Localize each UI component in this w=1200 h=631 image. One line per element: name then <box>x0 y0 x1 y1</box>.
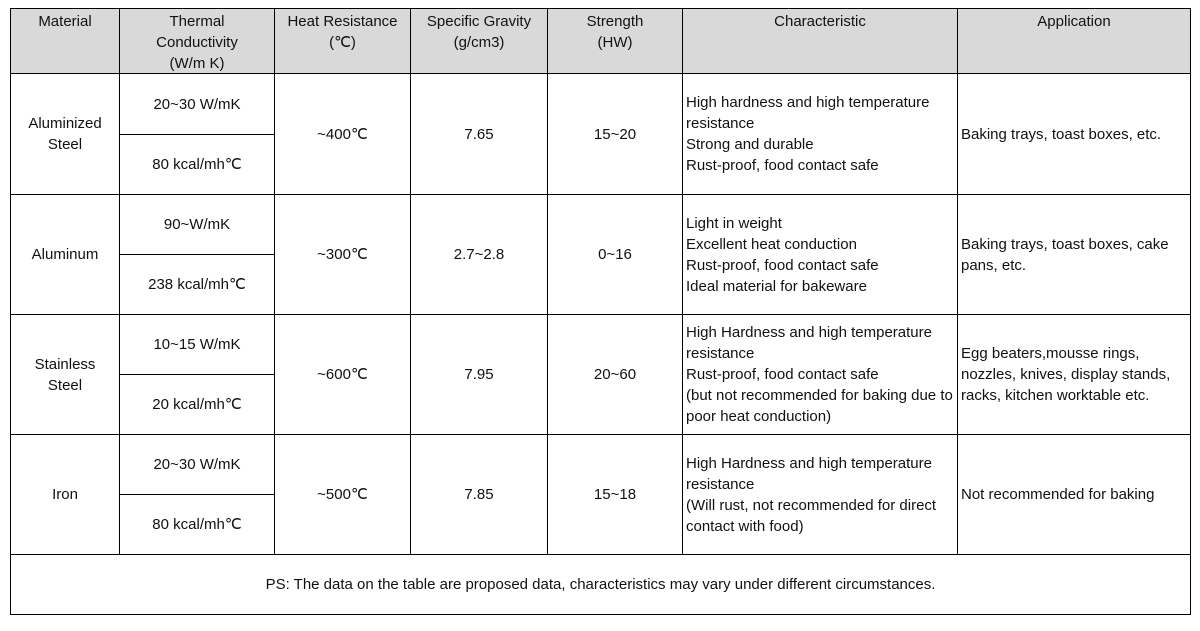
material-text: Iron <box>52 486 78 503</box>
header-text: (g/cm3) <box>453 34 505 51</box>
material-cell: Aluminized Steel <box>10 73 120 195</box>
heat-text: ~400℃ <box>317 125 368 143</box>
characteristic-text: High hardness and high temperature resis… <box>686 94 930 132</box>
characteristic-cell: High hardness and high temperature resis… <box>682 73 958 195</box>
strength-text: 15~18 <box>593 486 637 503</box>
conductivity-text: 10~15 W/mK <box>153 336 241 353</box>
characteristic-text: Rust-proof, food contact safe <box>686 157 879 174</box>
header-text: (℃) <box>329 34 356 51</box>
gravity-text: 7.85 <box>464 486 494 503</box>
heat-cell: ~500℃ <box>274 434 411 555</box>
header-cell: Specific Gravity (g/cm3) <box>410 8 548 74</box>
gravity-text: 2.7~2.8 <box>453 246 505 263</box>
application-text: Not recommended for baking <box>961 486 1155 503</box>
characteristic-text: Strong and durable <box>686 136 814 153</box>
header-text: Material <box>38 13 92 30</box>
characteristic-cell: High Hardness and high temperature resis… <box>682 434 958 555</box>
header-text: Application <box>1037 13 1111 30</box>
heat-text: ~600℃ <box>317 366 368 383</box>
heat-cell: ~400℃ <box>274 73 411 195</box>
strength-text: 15~20 <box>593 125 637 143</box>
conductivity-cell: 80 kcal/mh℃ <box>119 494 275 555</box>
characteristic-cell: High Hardness and high temperature resis… <box>682 314 958 435</box>
header-text: Strength <box>586 13 644 30</box>
characteristic-text: Rust-proof, food contact safe <box>686 366 879 383</box>
material-text: Stainless <box>34 355 96 373</box>
material-text: Aluminized <box>28 115 102 132</box>
characteristic-cell: Light in weight Excellent heat conduction… <box>682 194 958 315</box>
conductivity-cell: 20~30 W/mK <box>119 73 275 135</box>
characteristic-text: (but not recommended for baking due to p… <box>686 387 953 425</box>
strength-text: 20~60 <box>593 366 637 383</box>
application-text: Baking trays, toast boxes, cake pans, et… <box>961 235 1169 274</box>
header-cell: Application <box>957 8 1191 74</box>
heat-text: ~300℃ <box>317 246 368 263</box>
conductivity-text: 20~30 W/mK <box>153 456 241 473</box>
header-text: Characteristic <box>774 13 866 30</box>
heat-cell: ~600℃ <box>274 314 411 435</box>
conductivity-cell: 20 kcal/mh℃ <box>119 374 275 435</box>
conductivity-text: 238 kcal/mh℃ <box>148 276 246 293</box>
gravity-cell: 7.95 <box>410 314 548 435</box>
conductivity-text: 20~30 W/mK <box>153 95 241 113</box>
header-cell: Strength (HW) <box>547 8 683 74</box>
note-cell: PS: The data on the table are proposed d… <box>10 554 1191 615</box>
characteristic-text: Ideal material for bakeware <box>686 277 867 295</box>
heat-cell: ~300℃ <box>274 194 411 315</box>
characteristic-text: Excellent heat conduction <box>686 235 857 253</box>
material-cell: Stainless Steel <box>10 314 120 435</box>
characteristic-text: Light in weight <box>686 214 782 232</box>
header-text: (W/m K) <box>169 55 225 72</box>
characteristic-text: (Will rust, not recommended for direct c… <box>686 496 937 535</box>
characteristic-text: High Hardness and high temperature resis… <box>686 324 932 362</box>
header-text: (HW) <box>597 34 633 51</box>
conductivity-text: 80 kcal/mh℃ <box>152 516 242 533</box>
gravity-cell: 7.85 <box>410 434 548 555</box>
application-cell: Baking trays, toast boxes, etc. <box>957 73 1191 195</box>
strength-text: 0~16 <box>598 246 632 263</box>
application-cell: Not recommended for baking <box>957 434 1191 555</box>
material-text: Steel <box>47 136 83 153</box>
header-cell: Material <box>10 8 120 74</box>
conductivity-cell: 238 kcal/mh℃ <box>119 254 275 315</box>
application-cell: Baking trays, toast boxes, cake pans, et… <box>957 194 1191 315</box>
characteristic-text: High Hardness and high temperature resis… <box>686 454 932 493</box>
gravity-cell: 7.65 <box>410 73 548 195</box>
conductivity-text: 20 kcal/mh℃ <box>152 396 242 413</box>
header-text: Specific Gravity <box>426 13 532 30</box>
header-text: Thermal <box>169 13 225 30</box>
application-text: Baking trays, toast boxes, etc. <box>961 125 1162 143</box>
heat-text: ~500℃ <box>317 486 368 503</box>
characteristic-text: Rust-proof, food contact safe <box>686 256 879 274</box>
note-text: PS: The data on the table are proposed d… <box>265 576 936 593</box>
conductivity-cell: 20~30 W/mK <box>119 434 275 495</box>
header-cell: Characteristic <box>682 8 958 74</box>
conductivity-cell: 90~W/mK <box>119 194 275 255</box>
material-cell: Aluminum <box>10 194 120 315</box>
header-cell: Thermal Conductivity (W/m K) <box>119 8 275 74</box>
material-cell: Iron <box>10 434 120 555</box>
application-cell: Egg beaters,mousse rings, nozzles, knive… <box>957 314 1191 435</box>
header-cell: Heat Resistance (℃) <box>274 8 411 74</box>
conductivity-cell: 80 kcal/mh℃ <box>119 134 275 195</box>
conductivity-cell: 10~15 W/mK <box>119 314 275 375</box>
header-text: Conductivity <box>156 34 238 51</box>
strength-cell: 15~20 <box>547 73 683 195</box>
strength-cell: 15~18 <box>547 434 683 555</box>
header-text: Heat Resistance <box>287 13 398 30</box>
conductivity-text: 90~W/mK <box>163 216 231 233</box>
application-text: Egg beaters,mousse rings, nozzles, knive… <box>961 345 1171 404</box>
material-text: Steel <box>47 376 83 394</box>
conductivity-text: 80 kcal/mh℃ <box>152 156 242 173</box>
gravity-cell: 2.7~2.8 <box>410 194 548 315</box>
strength-cell: 0~16 <box>547 194 683 315</box>
material-text: Aluminum <box>31 246 99 263</box>
gravity-text: 7.65 <box>464 125 494 143</box>
gravity-text: 7.95 <box>464 366 494 383</box>
strength-cell: 20~60 <box>547 314 683 435</box>
